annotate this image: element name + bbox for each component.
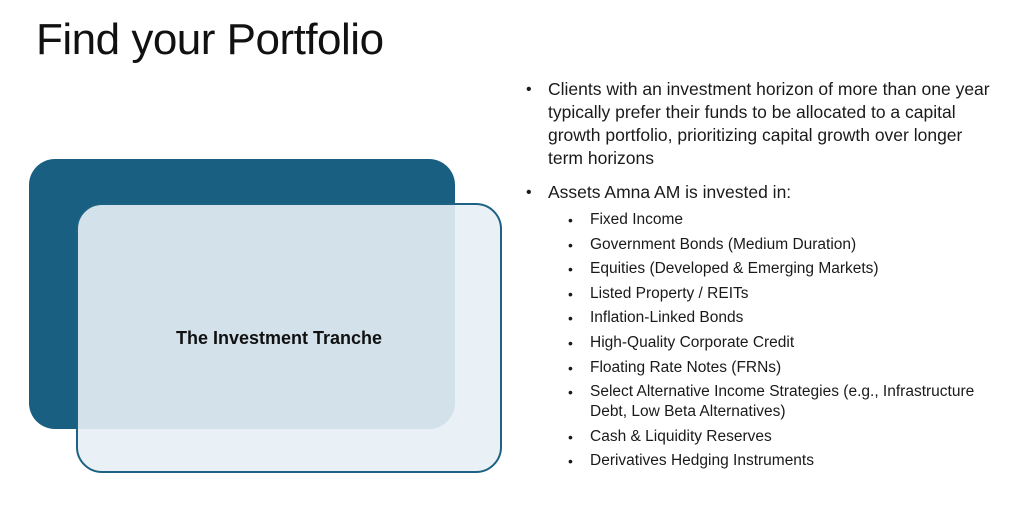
- bullet-dot-icon: •: [568, 236, 573, 253]
- bullet-dot-icon: •: [568, 334, 573, 351]
- tranche-label: The Investment Tranche: [176, 328, 383, 348]
- bullet-dot-icon: •: [568, 359, 573, 376]
- asset-item: • Listed Property / REITs: [548, 284, 994, 304]
- asset-item: • Government Bonds (Medium Duration): [548, 235, 994, 255]
- bullet-dot-icon: •: [568, 428, 573, 445]
- asset-text: Government Bonds (Medium Duration): [590, 235, 857, 253]
- bullet-item-horizon: • Clients with an investment horizon of …: [524, 78, 994, 170]
- asset-item: • Equities (Developed & Emerging Markets): [548, 259, 994, 279]
- bullet-dot-icon: •: [568, 384, 573, 401]
- tranche-graphic: The Investment Tranche: [29, 159, 502, 473]
- bullet-text: Assets Amna AM is invested in:: [548, 182, 792, 202]
- bullet-dot-icon: •: [568, 261, 573, 278]
- asset-text: Derivatives Hedging Instruments: [590, 452, 814, 470]
- asset-item: • High-Quality Corporate Credit: [548, 333, 994, 353]
- bullet-dot-icon: •: [568, 285, 573, 302]
- asset-item: • Fixed Income: [548, 210, 994, 230]
- bullet-dot-icon: •: [526, 81, 532, 98]
- asset-text: Cash & Liquidity Reserves: [590, 427, 772, 445]
- bullet-dot-icon: •: [568, 453, 573, 470]
- bullet-item-assets: • Assets Amna AM is invested in: • Fixed …: [524, 181, 994, 471]
- asset-text: Fixed Income: [590, 211, 684, 228]
- bullet-text: Clients with an investment horizon of mo…: [548, 79, 990, 168]
- asset-item: • Select Alternative Income Strategies (e…: [548, 382, 994, 422]
- asset-text: Select Alternative Income Strategies (e.…: [590, 383, 975, 421]
- tranche-front-box: [76, 203, 502, 473]
- asset-text: Floating Rate Notes (FRNs): [590, 358, 782, 376]
- asset-item: • Cash & Liquidity Reserves: [548, 427, 994, 447]
- asset-text: Equities (Developed & Emerging Markets): [590, 260, 879, 278]
- asset-list: • Fixed Income • Government Bonds (Medium …: [548, 210, 994, 471]
- asset-item: • Inflation-Linked Bonds: [548, 308, 994, 328]
- bullet-dot-icon: •: [568, 212, 573, 228]
- asset-item: • Floating Rate Notes (FRNs): [548, 358, 994, 378]
- asset-text: Listed Property / REITs: [590, 284, 749, 302]
- asset-text: Inflation-Linked Bonds: [590, 309, 744, 327]
- bullet-dot-icon: •: [568, 310, 573, 327]
- bullet-dot-icon: •: [526, 184, 532, 201]
- slide-title: Find your Portfolio: [36, 15, 384, 64]
- asset-item: • Derivatives Hedging Instruments: [548, 451, 994, 471]
- asset-text: High-Quality Corporate Credit: [590, 333, 795, 351]
- bullet-list: • Clients with an investment horizon of …: [524, 78, 994, 471]
